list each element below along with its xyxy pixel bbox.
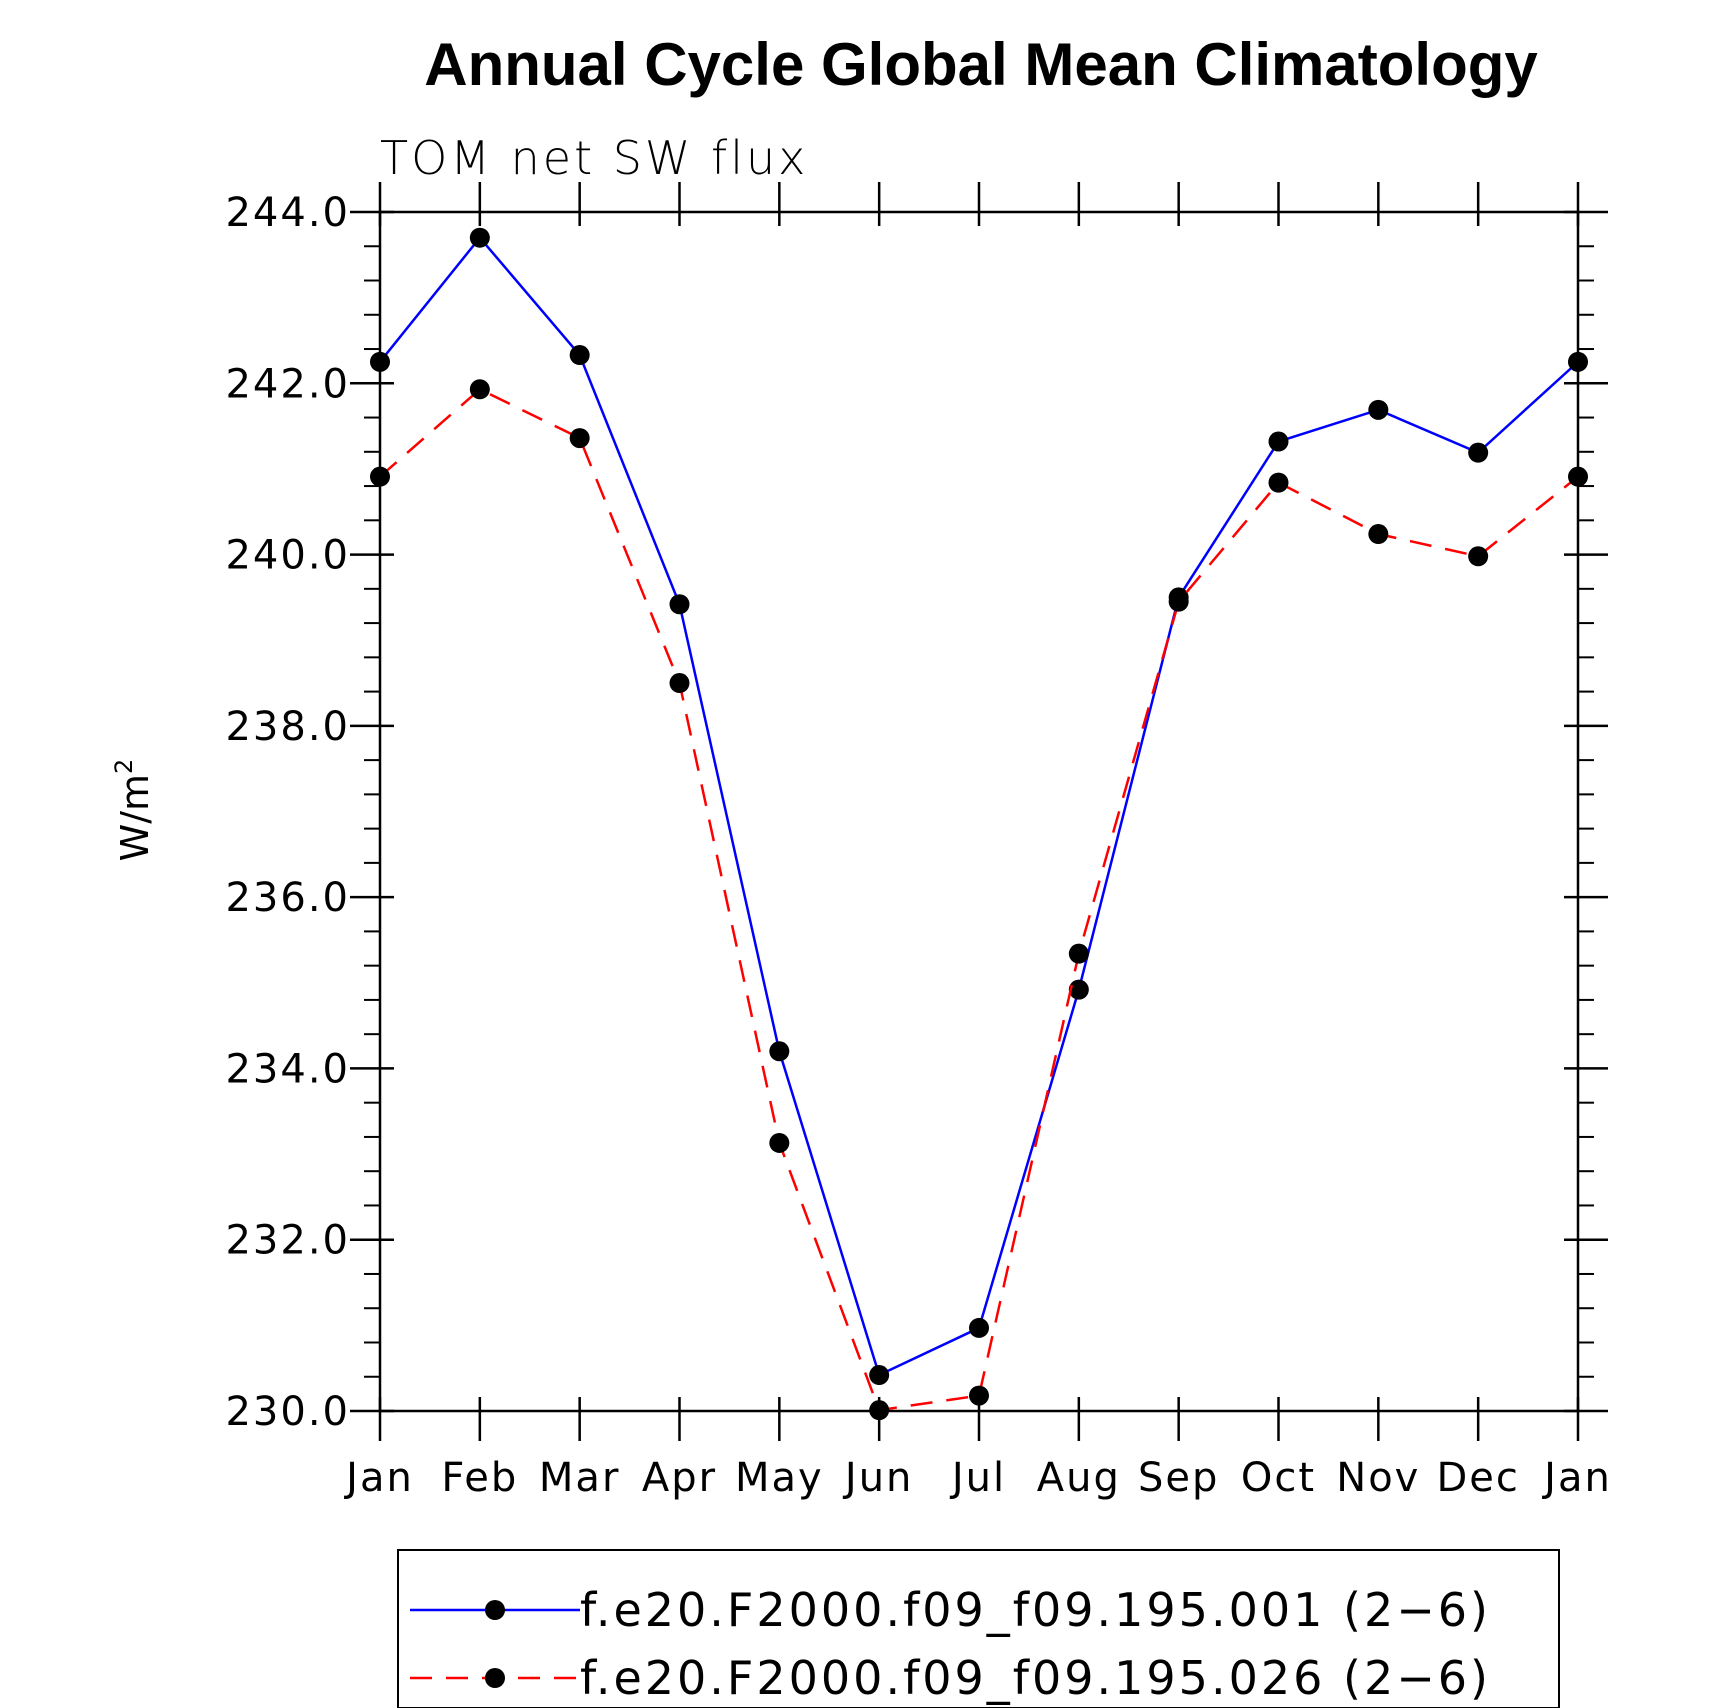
y-tick-label: 230.0: [225, 1389, 350, 1435]
legend: f.e20.F2000.f09_f09.195.001 (2−6) f.e20.F…: [397, 1549, 1560, 1708]
series-line: [379, 387, 1579, 1412]
legend-label: f.e20.F2000.f09_f09.195.026 (2−6): [580, 1651, 1491, 1705]
x-tick-label: Apr: [642, 1455, 717, 1501]
legend-label: f.e20.F2000.f09_f09.195.001 (2−6): [580, 1583, 1491, 1637]
x-tick-label: Jan: [343, 1455, 414, 1501]
series-point: [1068, 943, 1089, 964]
series-point: [969, 1385, 989, 1406]
y-tick-label: 236.0: [225, 875, 350, 921]
series-point: [1268, 431, 1289, 452]
series-point: [469, 227, 490, 248]
series-point: [869, 1400, 890, 1421]
series-point: [469, 379, 490, 400]
series-point: [1568, 351, 1588, 372]
x-tick-label: Jun: [842, 1455, 914, 1501]
series-layer: [370, 227, 1588, 1421]
x-tick-label: Oct: [1241, 1455, 1316, 1501]
x-tick-label: Jan: [1541, 1455, 1612, 1501]
legend-marker: [485, 1600, 505, 1620]
series-point: [1268, 472, 1289, 493]
series-point: [1368, 524, 1389, 545]
series-point: [569, 345, 590, 366]
series-point: [1468, 442, 1489, 463]
x-tick-label: May: [735, 1455, 824, 1501]
series-point: [869, 1365, 890, 1386]
series-point: [969, 1317, 989, 1338]
y-tick-label: 240.0: [225, 533, 350, 579]
series-point: [769, 1041, 790, 1062]
x-tick-label: Mar: [539, 1455, 620, 1501]
axes: 230.0 232.0 234.0 236.0 238.0 240.0 242.0 244.0…: [225, 182, 1612, 1501]
x-tick-label: Nov: [1336, 1455, 1420, 1501]
series-point: [1068, 979, 1089, 1000]
y-tick-label: 244.0: [225, 190, 350, 236]
x-tick-label: Sep: [1138, 1455, 1219, 1501]
y-tick-label: 232.0: [225, 1218, 350, 1264]
x-tick-label: Dec: [1436, 1455, 1519, 1501]
x-tick-label: Jul: [949, 1455, 1006, 1501]
y-axis-label-superscript: 2: [110, 759, 138, 774]
x-tick-label: Aug: [1037, 1455, 1121, 1501]
chart-subtitle: TOM net SW flux: [380, 131, 808, 185]
legend-marker: [485, 1668, 505, 1688]
series-1: [370, 227, 1588, 1386]
series-point: [370, 466, 390, 487]
series-point: [1168, 591, 1189, 612]
y-tick-label: 238.0: [225, 704, 350, 750]
legend-box: [397, 1549, 1560, 1708]
series-point: [669, 594, 690, 615]
series-line: [379, 235, 1579, 1377]
series-2: [370, 379, 1588, 1421]
y-axis-label-base: W/m: [113, 774, 157, 861]
y-tick-label: 242.0: [225, 361, 350, 407]
series-point: [1468, 546, 1489, 567]
series-point: [769, 1132, 790, 1153]
series-point: [569, 428, 590, 449]
chart-title: Annual Cycle Global Mean Climatology: [424, 31, 1538, 98]
y-tick-label: 234.0: [225, 1046, 350, 1092]
plot-frame: [378, 210, 1580, 1413]
x-tick-label: Feb: [441, 1455, 518, 1501]
series-point: [1568, 466, 1588, 487]
series-point: [669, 673, 690, 694]
series-point: [1368, 399, 1389, 420]
y-axis-label: W/m2: [110, 759, 157, 862]
series-point: [370, 351, 390, 372]
